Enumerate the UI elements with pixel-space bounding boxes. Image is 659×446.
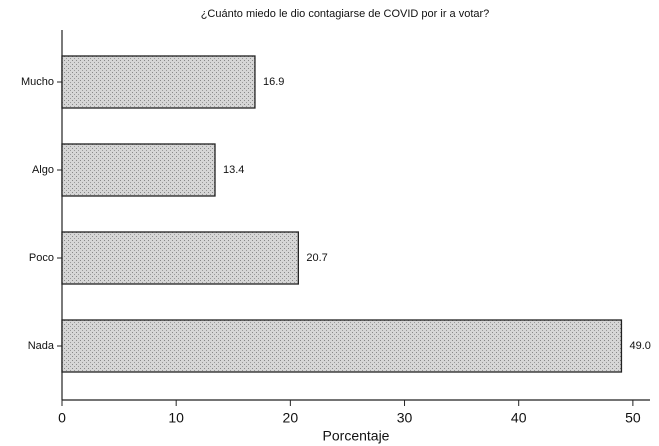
x-axis-label: Porcentaje (323, 428, 390, 444)
value-label: 20.7 (306, 252, 327, 264)
value-label: 13.4 (223, 164, 244, 176)
x-tick-label: 0 (58, 410, 66, 426)
y-tick-label: Mucho (21, 76, 54, 88)
y-tick-label: Nada (28, 340, 55, 352)
bar (61, 55, 256, 109)
y-tick-label: Algo (32, 164, 54, 176)
y-tick-label: Poco (29, 252, 54, 264)
x-tick-label: 10 (168, 410, 184, 426)
x-tick-label: 40 (511, 410, 527, 426)
value-label: 16.9 (263, 76, 284, 88)
bar (61, 231, 299, 285)
bar (61, 143, 216, 197)
x-tick-label: 50 (625, 410, 641, 426)
value-label: 49.0 (629, 340, 650, 352)
bar (61, 319, 623, 373)
chart-title: ¿Cuánto miedo le dio contagiarse de COVI… (201, 8, 490, 20)
x-tick-label: 30 (397, 410, 413, 426)
x-tick-label: 20 (283, 410, 299, 426)
